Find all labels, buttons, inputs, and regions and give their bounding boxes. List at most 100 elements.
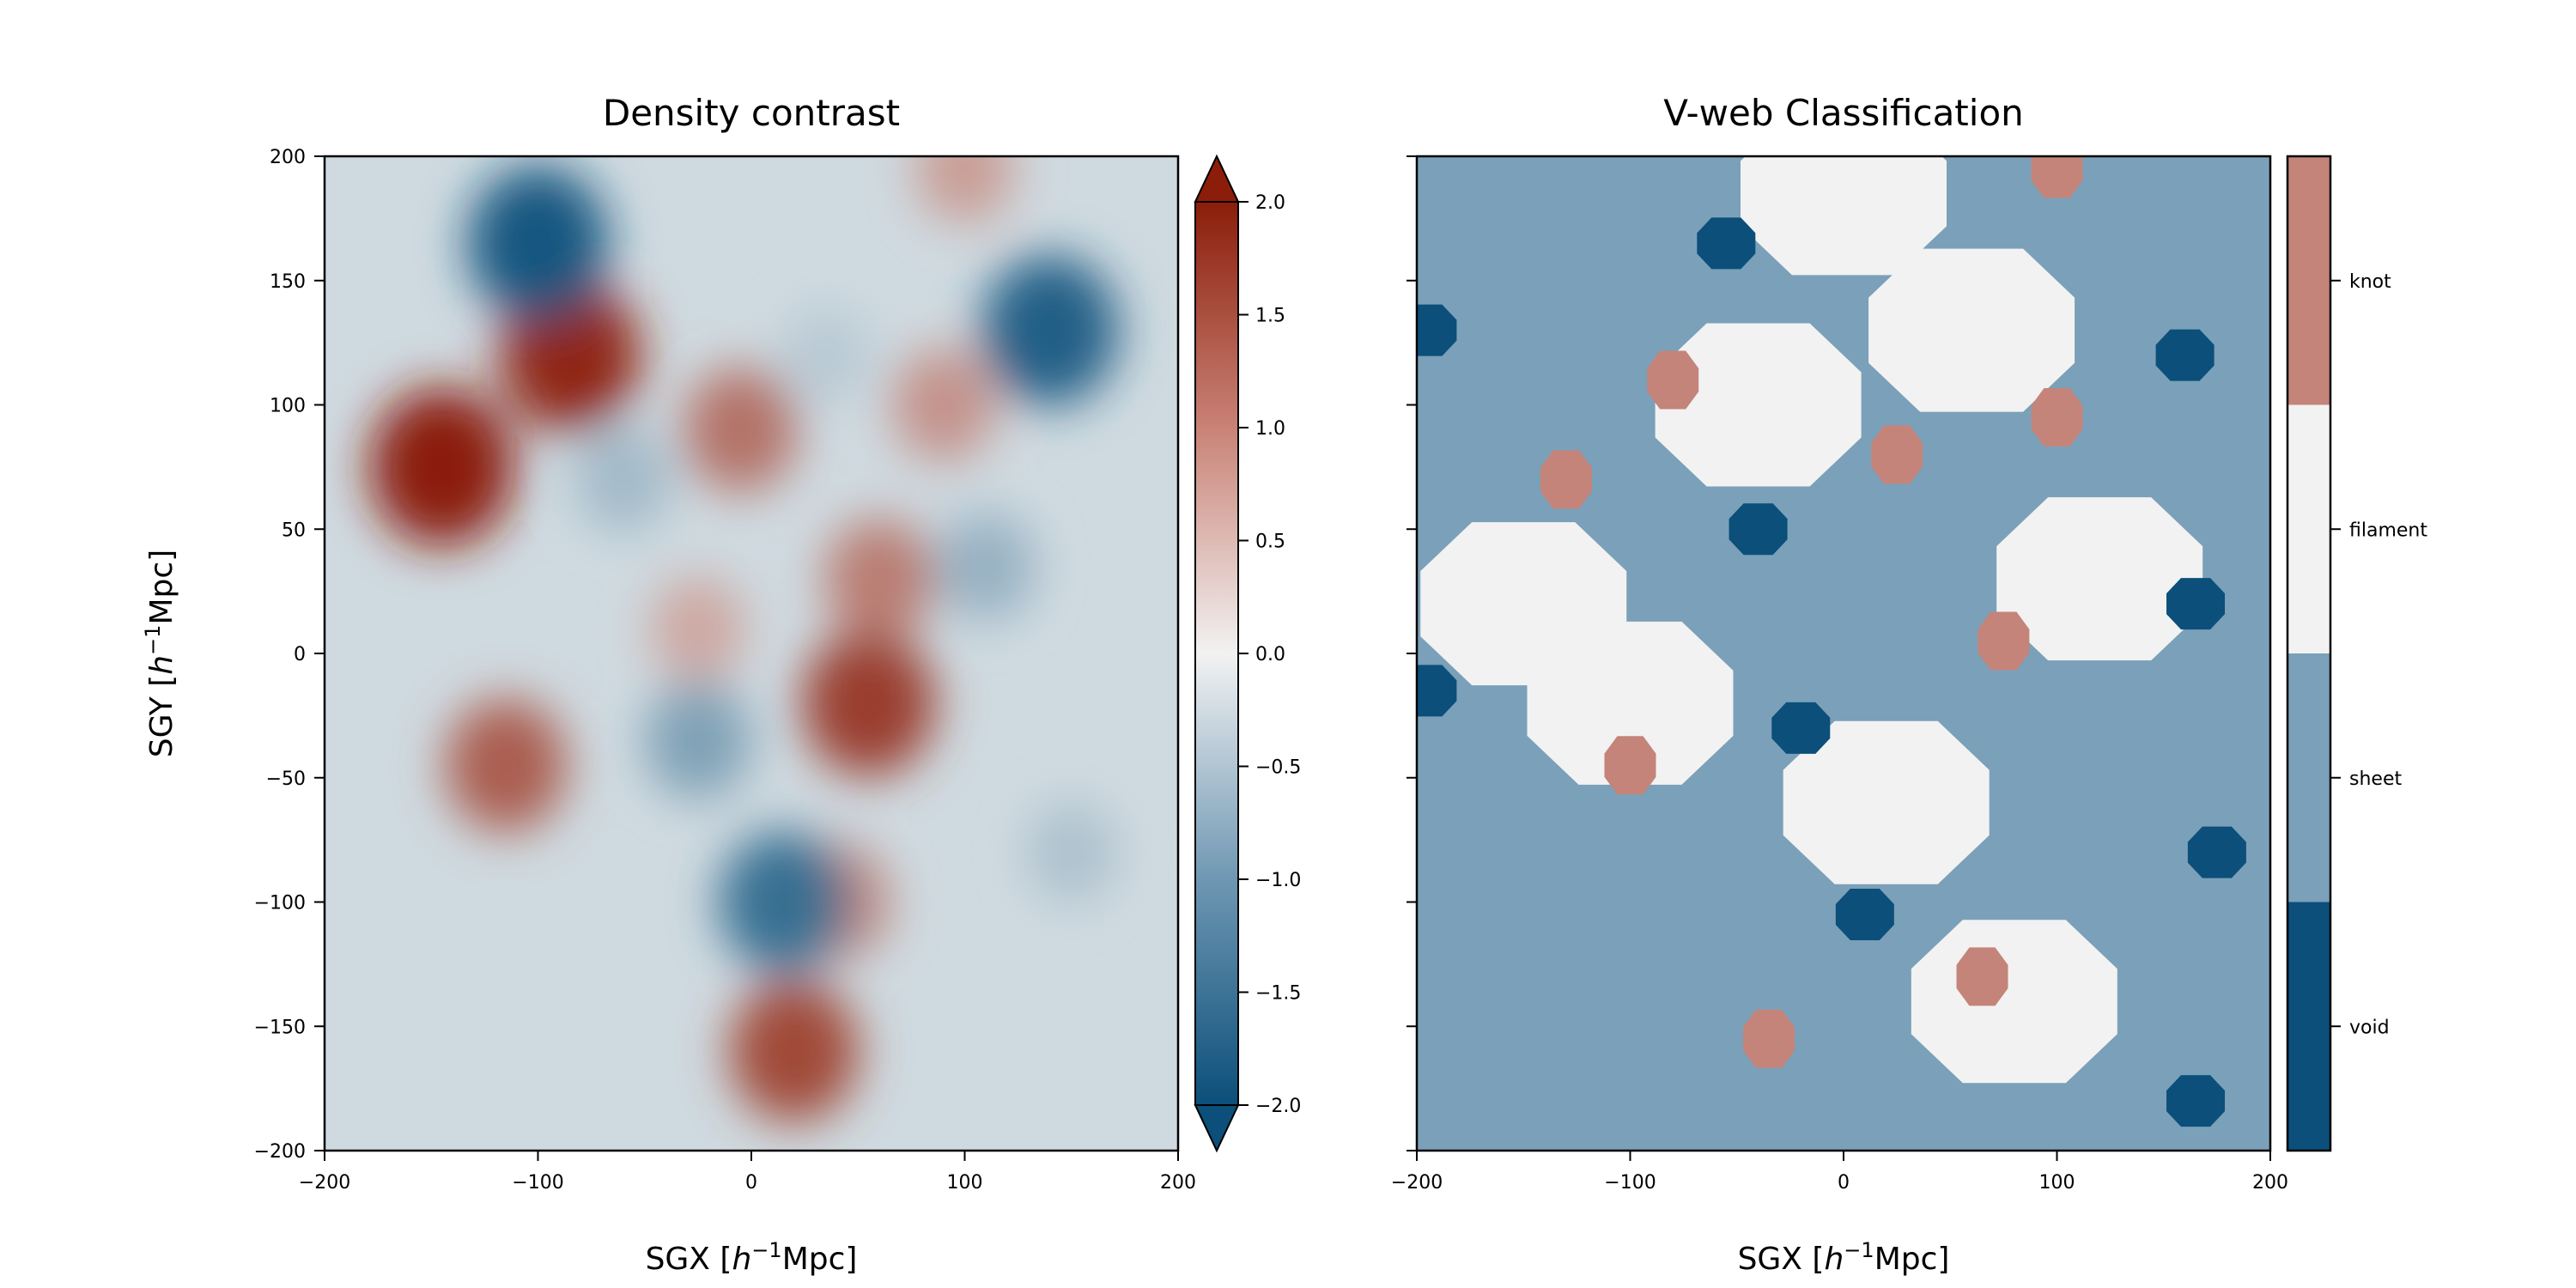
y-tick-label: 150 [270, 271, 306, 293]
colorbar-tick-label: −2.0 [1255, 1096, 1301, 1117]
vweb-title: V-web Classification [1663, 92, 2024, 134]
y-tick-label: −50 [266, 769, 306, 790]
density-feature [719, 830, 848, 974]
vweb-region-void [2166, 1075, 2226, 1127]
density-feature [729, 980, 859, 1122]
density-feature [650, 576, 746, 681]
y-tick-label: 0 [294, 644, 306, 665]
density-feature [369, 387, 514, 547]
density-feature [1025, 802, 1117, 903]
density-feature [683, 367, 798, 493]
x-tick-label: 100 [947, 1172, 983, 1194]
vweb-region-knot [1956, 947, 2008, 1006]
density-feature [467, 166, 609, 321]
density-colorbar-ticks: −2.0 −1.5 −1.0 −0.5 0.0 0.5 1.0 1.5 2.0 [1238, 192, 1301, 1117]
colorbar-category-label: sheet [2349, 769, 2402, 790]
vweb-region-filament [1868, 248, 2075, 412]
x-tick-label: −200 [299, 1172, 350, 1194]
vweb-x-axis: −200 −100 0 100 200 [1391, 1151, 2288, 1194]
colorbar-tick-label: 0.5 [1255, 532, 1285, 553]
vweb-region-filament [1911, 920, 2117, 1084]
vweb-region-void [2166, 578, 2226, 630]
vweb-region-sheet [1762, 485, 1925, 623]
vweb-region-void [1417, 665, 1457, 717]
vweb-region-filament [1655, 323, 1862, 487]
density-title: Density contrast [603, 92, 900, 134]
vweb-region-filament [1741, 156, 1947, 276]
vweb-region-sheet [1420, 933, 1584, 1071]
vweb-region-void [1728, 503, 1788, 556]
vweb-region-filament [1783, 720, 1990, 884]
vweb-region-sheet [1442, 211, 1606, 349]
vweb-colorbar: void sheet filament knot [2286, 155, 2427, 1152]
y-tick-label: 200 [270, 147, 306, 168]
vweb-field [1417, 156, 2246, 1127]
x-tick-label: −200 [1391, 1172, 1443, 1194]
colorbar-tick-label: 2.0 [1255, 192, 1285, 214]
colorbar-segment-void [2287, 902, 2330, 1151]
vweb-region-void [1417, 304, 1457, 356]
vweb-region-void [1771, 702, 1831, 754]
x-tick-label: −100 [512, 1172, 563, 1194]
density-feature [823, 518, 935, 640]
vweb-region-knot [1871, 425, 1923, 484]
colorbar-segment-knot [2287, 156, 2330, 405]
density-x-axis-label: SGX [h−1Mpc] [646, 1238, 858, 1277]
colorbar-segment-filament [2287, 404, 2330, 653]
density-feature [936, 512, 1036, 622]
vweb-region-knot [2031, 387, 2083, 447]
x-tick-label: 200 [1160, 1172, 1196, 1194]
x-tick-label: 0 [745, 1172, 757, 1194]
vweb-region-filament [1996, 497, 2203, 661]
vweb-region-knot [1978, 611, 2030, 671]
colorbar-tick-label: 1.0 [1255, 418, 1285, 440]
colorbar-tick-label: 0.0 [1255, 644, 1285, 665]
vweb-region-void [2187, 826, 2246, 878]
density-feature [445, 698, 568, 833]
vweb-region-filament [1527, 621, 1734, 785]
x-tick-label: −100 [1604, 1172, 1656, 1194]
density-y-axis: −200 −150 −100 −50 0 50 100 150 200 [254, 147, 325, 1163]
y-tick-label: −150 [254, 1017, 306, 1038]
density-y-axis-label: SGY [h−1Mpc] [141, 550, 179, 757]
vweb-region-void [1835, 888, 1894, 940]
vweb-colorbar-frame [2286, 155, 2332, 1152]
density-field [325, 156, 1178, 1151]
density-feature [802, 629, 936, 777]
density-feature [644, 682, 751, 799]
vweb-region-knot [1540, 450, 1592, 509]
colorbar-segment-sheet [2287, 653, 2330, 902]
density-feature [914, 156, 1015, 223]
y-tick-label: 50 [282, 519, 306, 541]
vweb-panel: V-web Classification −200 −100 0 100 200 SGX… [1391, 92, 2288, 1277]
colorbar-tick-label: −1.0 [1255, 870, 1301, 891]
density-feature [891, 348, 995, 462]
x-tick-label: 200 [2252, 1172, 2288, 1194]
density-feature [981, 255, 1119, 406]
density-panel: Density contrast −200 −100 0 100 200 −200 −15… [141, 92, 1196, 1277]
y-tick-label: −100 [254, 893, 306, 914]
colorbar-extend-top [1194, 154, 1240, 203]
density-colorbar: −2.0 −1.5 −1.0 −0.5 0.0 0.5 1.0 1.5 2.0 [1194, 154, 1301, 1153]
density-feature [781, 307, 870, 404]
vweb-region-void [2155, 329, 2215, 381]
vweb-region-knot [1604, 736, 1656, 795]
vweb-x-axis-label: SGX [h−1Mpc] [1738, 1238, 1950, 1277]
y-tick-label: 100 [270, 396, 306, 417]
colorbar-category-label: knot [2349, 271, 2391, 293]
colorbar-extend-bottom [1194, 1104, 1240, 1153]
vweb-region-sheet [2039, 683, 2203, 822]
vweb-region-knot [1647, 350, 1699, 410]
density-x-axis: −200 −100 0 100 200 [299, 1151, 1196, 1194]
x-tick-label: 100 [2039, 1172, 2075, 1194]
colorbar-tick-label: 1.5 [1255, 306, 1285, 327]
colorbar-category-label: filament [2349, 519, 2427, 541]
density-feature [575, 427, 671, 532]
x-tick-label: 0 [1838, 1172, 1850, 1194]
y-tick-label: −200 [254, 1141, 306, 1163]
colorbar-category-label: void [2349, 1017, 2390, 1038]
colorbar-tick-label: −1.5 [1255, 983, 1301, 1005]
vweb-y-axis [1406, 155, 1417, 1151]
vweb-region-void [1697, 217, 1756, 270]
